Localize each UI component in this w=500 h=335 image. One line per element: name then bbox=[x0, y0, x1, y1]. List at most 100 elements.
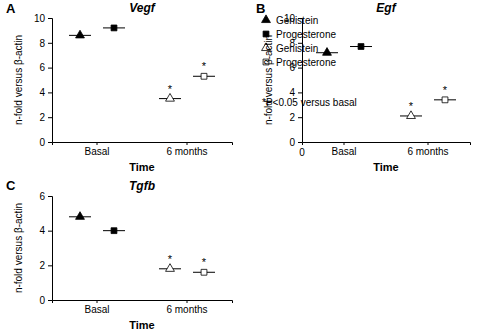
y-axis-title: n-fold versus β-actin bbox=[263, 35, 274, 125]
y-tick: 2 bbox=[39, 260, 52, 271]
y-axis: 0246810 bbox=[34, 13, 53, 148]
mark-annotations: ** bbox=[168, 253, 207, 268]
panel: 0 2 4 6 Basal 6 months Time n-fold versus β-act… bbox=[6, 178, 233, 331]
marks bbox=[69, 25, 215, 101]
y-tick-label: 2 bbox=[289, 112, 295, 123]
panel-label: C bbox=[6, 178, 16, 193]
y-tick-mark bbox=[48, 92, 52, 93]
y-tick-mark bbox=[48, 231, 52, 232]
y-tick-label: 10 bbox=[284, 13, 296, 24]
x-tick: 6 months bbox=[166, 142, 207, 157]
title: Tgfb bbox=[129, 179, 155, 193]
y-axis: 0 2 4 6 bbox=[39, 191, 52, 306]
y-tick-mark bbox=[48, 117, 52, 118]
legend-label: Genistein bbox=[276, 43, 318, 54]
y-tick-label: 4 bbox=[39, 225, 45, 236]
y-tick: 4 bbox=[39, 87, 52, 98]
y-tick-label: 4 bbox=[39, 87, 45, 98]
marker bbox=[358, 44, 364, 50]
y-tick-mark bbox=[48, 68, 52, 69]
marker bbox=[111, 25, 117, 31]
marker bbox=[201, 269, 207, 275]
x-axis: Basal 6 months bbox=[53, 142, 233, 157]
y-tick-mark bbox=[298, 68, 302, 69]
y-tick-mark bbox=[48, 300, 52, 301]
x-axis-title: Time bbox=[129, 319, 154, 331]
y-axis-title: n-fold versus β-actin bbox=[13, 203, 24, 293]
x-tick-mark bbox=[344, 142, 345, 145]
y-tick-mark bbox=[48, 142, 52, 143]
y-axis-line bbox=[48, 19, 53, 143]
y-tick-mark bbox=[48, 18, 52, 19]
x-axis-title: Time bbox=[373, 161, 398, 173]
x-axis-title: Time bbox=[129, 161, 154, 173]
x-tick-mark bbox=[97, 300, 98, 303]
y-tick: 10 bbox=[284, 13, 302, 24]
annotation: *P<0.05 versus basal bbox=[262, 97, 357, 108]
x-tick-label: Basal bbox=[84, 304, 109, 315]
significance: * bbox=[168, 253, 173, 265]
y-tick: 8 bbox=[39, 38, 52, 49]
y-tick: 4 bbox=[289, 87, 302, 98]
title: Egf bbox=[376, 1, 396, 15]
x-tick-mark bbox=[428, 142, 429, 145]
y-tick-mark bbox=[298, 92, 302, 93]
marker bbox=[201, 73, 207, 79]
mark-annotations: ** bbox=[168, 60, 207, 94]
marker bbox=[76, 212, 85, 220]
x-axis: Basal 6 months bbox=[53, 300, 233, 315]
marker bbox=[166, 264, 175, 272]
panel-label: A bbox=[6, 1, 16, 16]
significance: * bbox=[202, 60, 207, 72]
x-axis-line bbox=[53, 301, 233, 304]
x-tick-label: 6 months bbox=[407, 146, 448, 157]
y-tick-label: 0 bbox=[39, 295, 45, 306]
panel: 0 2 4 6 8 10 Basal 6 months Time n-fold versus β-… bbox=[256, 1, 471, 173]
y-tick: 4 bbox=[39, 225, 52, 236]
marker bbox=[323, 48, 332, 56]
y-axis-title: n-fold versus β-actin bbox=[13, 35, 24, 125]
x-tick-label: 6 months bbox=[166, 304, 207, 315]
marker bbox=[407, 111, 416, 119]
y-tick-mark bbox=[48, 43, 52, 44]
x-tick-mark bbox=[187, 300, 188, 303]
significance: * bbox=[202, 256, 207, 268]
y-tick: 2 bbox=[39, 112, 52, 123]
y-tick-mark bbox=[298, 142, 302, 143]
y-tick: 8 bbox=[289, 38, 302, 49]
y-tick-mark bbox=[48, 265, 52, 266]
y-tick: 6 bbox=[39, 62, 52, 73]
y-tick-label: 4 bbox=[289, 87, 295, 98]
legend-label: Progesterone bbox=[276, 29, 336, 40]
x-tick: Basal bbox=[84, 142, 109, 157]
legend-label: Progesterone bbox=[276, 57, 336, 68]
x-tick: 6 months bbox=[166, 300, 207, 315]
marker bbox=[76, 30, 85, 38]
marks bbox=[316, 44, 456, 119]
marks bbox=[69, 212, 215, 275]
mark-annotations: ** bbox=[409, 84, 448, 112]
marker bbox=[111, 228, 117, 234]
x-tick-label: 6 months bbox=[166, 146, 207, 157]
panel: 0 2 4 6 8 10 Basal 6 months Time n-fold versus β-… bbox=[6, 1, 357, 173]
annotation: 0 bbox=[299, 147, 305, 158]
significance: * bbox=[409, 100, 414, 112]
y-tick-label: 0 bbox=[39, 137, 45, 148]
significance: * bbox=[443, 84, 448, 96]
x-tick: Basal bbox=[84, 300, 109, 315]
y-tick: 6 bbox=[39, 191, 52, 202]
y-tick-label: 6 bbox=[289, 62, 295, 73]
x-axis-line bbox=[303, 143, 471, 146]
y-tick-label: 2 bbox=[39, 112, 45, 123]
y-tick: 0 bbox=[39, 137, 52, 148]
legend-label: Genistein bbox=[276, 15, 318, 26]
significance: * bbox=[168, 83, 173, 95]
title: Vegf bbox=[129, 1, 156, 15]
y-tick-mark bbox=[298, 117, 302, 118]
x-tick-label: Basal bbox=[331, 146, 356, 157]
y-axis-line bbox=[48, 197, 53, 301]
marker bbox=[442, 97, 448, 103]
x-tick-label: Basal bbox=[84, 146, 109, 157]
x-tick: Basal bbox=[331, 142, 356, 157]
y-tick-label: 0 bbox=[289, 137, 295, 148]
